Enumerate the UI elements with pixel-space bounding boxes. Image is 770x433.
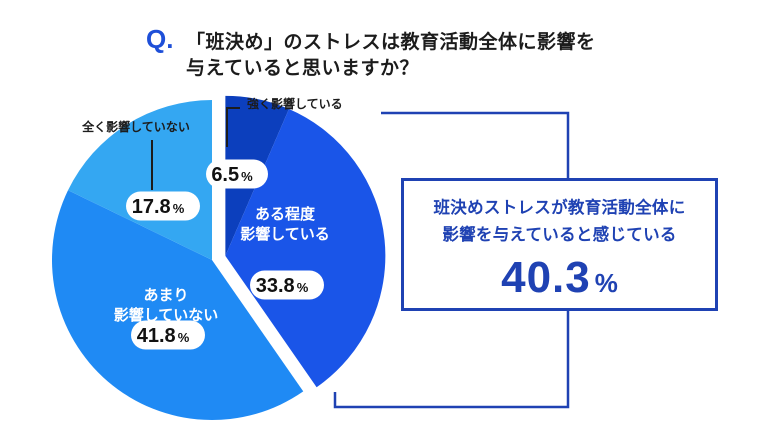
result-callout: 班決めストレスが教育活動全体に 影響を与えていると感じている 40.3% bbox=[401, 178, 718, 311]
result-value: 40.3 bbox=[501, 253, 591, 302]
slice-label-rarely-line-2: 影響していない bbox=[114, 306, 219, 324]
value-pill-strong bbox=[206, 159, 268, 189]
slice-label-somewhat-line-1: ある程度 bbox=[255, 205, 316, 223]
question-line-1: 「班決め」のストレスは教育活動全体に影響を bbox=[186, 31, 596, 53]
pie-slice-rarely bbox=[51, 190, 304, 420]
question-line-2: 与えていると思いますか？ bbox=[186, 57, 420, 79]
pie-slices bbox=[51, 95, 386, 420]
connector-bottom bbox=[333, 311, 570, 409]
leader-lines bbox=[151, 107, 570, 409]
value-label-strong: 6.5% bbox=[211, 164, 253, 186]
value-pill-somewhat bbox=[250, 270, 324, 300]
slice-label-strong: 強く影響している bbox=[247, 96, 343, 111]
leader-line-strong bbox=[226, 107, 240, 147]
result-text-line-2: 影響を与えていると感じている bbox=[442, 225, 677, 244]
slice-label-never: 全く影響していない bbox=[81, 119, 190, 134]
connector-top bbox=[381, 111, 570, 178]
result-percentage: 40.3% bbox=[404, 253, 715, 303]
value-pill-never bbox=[126, 191, 200, 221]
value-pill-rarely bbox=[131, 320, 205, 350]
question-marker: Q. bbox=[146, 24, 174, 54]
result-text-line-1: 班決めストレスが教育活動全体に bbox=[433, 198, 686, 217]
slice-label-somewhat-line-2: 影響している bbox=[240, 225, 330, 243]
slice-label-rarely-line-1: あまり bbox=[143, 286, 188, 304]
result-unit: % bbox=[594, 268, 618, 298]
